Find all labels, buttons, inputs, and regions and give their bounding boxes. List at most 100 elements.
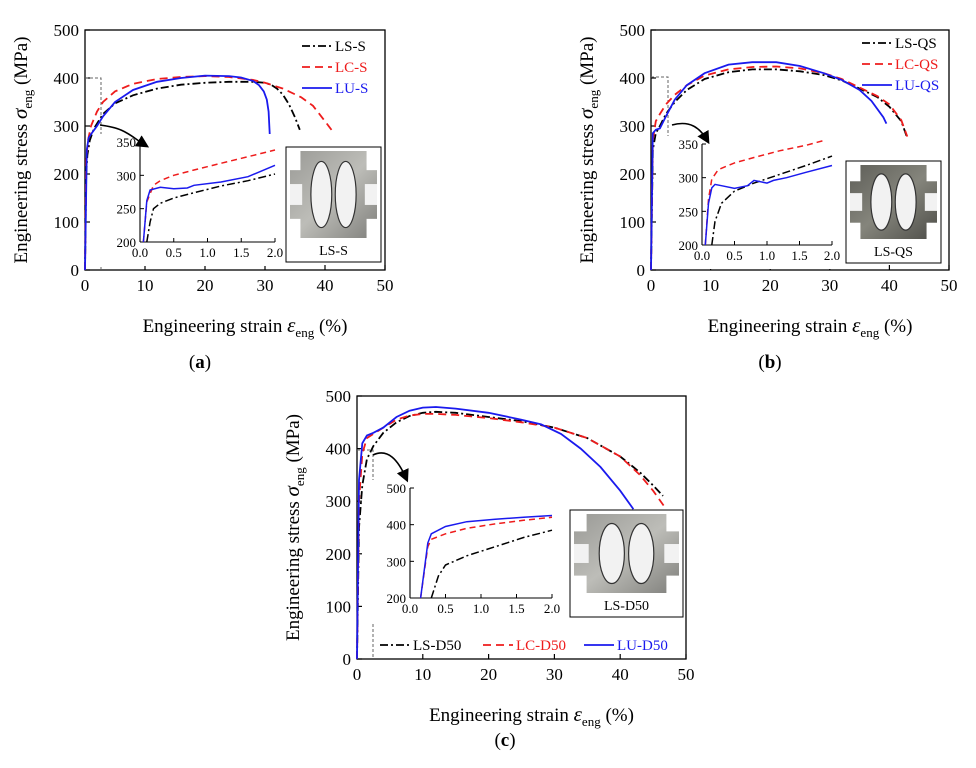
y-tick-label: 500 (54, 21, 80, 40)
x-tick-label: 50 (678, 665, 695, 684)
zoom-region (85, 77, 102, 269)
inset-chart: 0.0 0.5 1.0 1.5 2.0 200 300 400 500 (370, 480, 564, 622)
y-tick-label: 300 (326, 492, 352, 511)
inset-y-tick-label: 500 (387, 481, 407, 496)
y-tick-label: 400 (620, 69, 646, 88)
x-tick-label: 10 (414, 665, 431, 684)
inset-y-tick-label: 300 (387, 554, 407, 569)
inset-y-tick-label: 200 (387, 591, 407, 606)
specimen-notch (290, 218, 301, 238)
panel-label: (b) (758, 352, 781, 373)
panel-label: (c) (494, 730, 515, 751)
photo-label: LS-D50 (604, 599, 649, 614)
x-tick-label: 30 (257, 276, 274, 295)
legend-label-LU-D50: LU-D50 (617, 638, 668, 654)
specimen-notch (574, 575, 587, 593)
specimen-notch (926, 165, 937, 182)
series-line-LU-QS (650, 61, 888, 271)
inset-x-tick-label: 1.0 (199, 245, 215, 260)
y-tick-label: 300 (54, 117, 80, 136)
inset-x-tick-label: 2.0 (824, 248, 840, 263)
inset-x-tick-label: 1.5 (791, 248, 807, 263)
x-tick-label: 50 (377, 276, 394, 295)
x-tick-label: 10 (702, 276, 719, 295)
specimen-notch (574, 514, 587, 532)
inset-series-LU-QS (704, 164, 833, 246)
legend-label-LU-S: LU-S (335, 81, 368, 97)
specimen-hole (598, 522, 626, 585)
y-tick-label: 0 (71, 261, 80, 280)
series-line-LC-QS (650, 65, 909, 271)
y-tick-label: 500 (620, 21, 646, 40)
inset-x-tick-label: 1.5 (233, 245, 249, 260)
y-tick-label: 0 (637, 261, 646, 280)
inset-chart: 0.0 0.5 1.0 1.5 2.0 200 250 300 350 (100, 134, 287, 266)
y-tick-label: 400 (326, 440, 352, 459)
x-tick-label: 20 (480, 665, 497, 684)
specimen-side-cut (574, 544, 589, 563)
y-axis-label: Engineering stress σeng (MPa) (8, 36, 35, 263)
specimen-notch (666, 575, 679, 593)
specimen-photo: LS-QS (845, 160, 942, 264)
inset-y-tick-label: 200 (679, 238, 699, 253)
inset-background (100, 134, 287, 266)
series-line-LU-D50 (356, 406, 635, 660)
specimen-notch (290, 151, 301, 171)
inset-x-tick-label: 0.5 (726, 248, 742, 263)
inset-x-tick-label: 2.0 (267, 245, 283, 260)
specimen-body (850, 165, 937, 239)
y-tick-label: 100 (326, 597, 352, 616)
x-tick-label: 20 (197, 276, 214, 295)
specimen-body (290, 151, 377, 238)
x-tick-label: 20 (762, 276, 779, 295)
photo-label: LS-S (319, 244, 348, 259)
plot-frame (356, 395, 687, 660)
plot-frame (650, 29, 950, 271)
specimen-notch (666, 514, 679, 532)
inset-y-tick-label: 350 (117, 135, 137, 150)
specimen-side-cut (850, 193, 863, 211)
inset-series-LC-D50 (419, 516, 553, 599)
series-line-LC-S (84, 75, 335, 271)
y-tick-label: 300 (620, 117, 646, 136)
specimen-hole (628, 522, 655, 585)
specimen-body (574, 514, 679, 593)
y-tick-label: 0 (343, 650, 352, 669)
inset-x-tick-label: 1.0 (759, 248, 775, 263)
y-axis-label: Engineering stress σeng (MPa) (280, 414, 307, 641)
series-line-LU-S (84, 74, 271, 271)
inset-series-LU-S (142, 164, 276, 243)
legend-label-LC-QS: LC-QS (895, 57, 938, 73)
series-line-LS-S (84, 80, 301, 271)
inset-y-tick-label: 400 (387, 518, 407, 533)
y-tick-label: 200 (620, 165, 646, 184)
y-tick-label: 100 (54, 213, 80, 232)
specimen-hole (894, 173, 917, 231)
specimen-photo: LS-D50 (569, 509, 684, 618)
legend-label-LC-S: LC-S (335, 60, 368, 76)
specimen-hole (310, 160, 333, 229)
photo-label: LS-QS (874, 245, 913, 260)
legend: LS-S LC-S LU-S (302, 39, 368, 97)
x-tick-label: 30 (546, 665, 563, 684)
inset-y-tick-label: 250 (117, 202, 137, 217)
x-tick-label: 50 (941, 276, 958, 295)
specimen-notch (850, 222, 861, 239)
specimen-side-cut (364, 184, 377, 205)
specimen-notch (366, 218, 377, 238)
inset-y-tick-label: 300 (117, 168, 137, 183)
inset-y-tick-label: 250 (679, 204, 699, 219)
inset-y-tick-label: 200 (117, 235, 137, 250)
specimen-notch (926, 222, 937, 239)
inset-series-LS-S (146, 173, 276, 243)
x-tick-label: 40 (317, 276, 334, 295)
x-axis-label: Engineering strain εeng (%) (429, 702, 634, 729)
inset-x-tick-label: 0.0 (402, 601, 418, 616)
inset-y-tick-label: 350 (679, 137, 699, 152)
legend-label-LU-QS: LU-QS (895, 78, 939, 94)
inset-y-tick-label: 300 (679, 171, 699, 186)
legend-label-LS-D50: LS-D50 (413, 638, 461, 654)
y-tick-label: 200 (326, 545, 352, 564)
